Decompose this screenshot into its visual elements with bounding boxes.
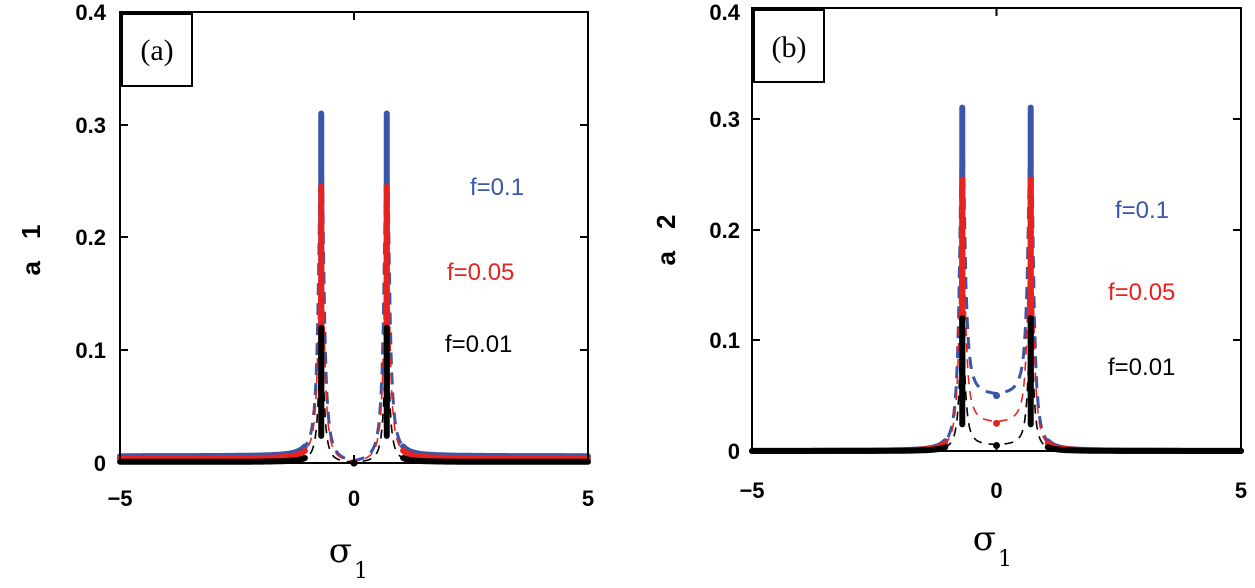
stable-branch-line	[400, 455, 591, 465]
xtick-label: −5	[739, 478, 764, 503]
panel-label-box-b	[753, 9, 825, 83]
panel-label-a: (a)	[140, 34, 173, 67]
xtick-label: 5	[1235, 478, 1247, 503]
legend-label-f01: f=0.1	[470, 174, 524, 201]
series-f=0.01	[749, 315, 1244, 454]
legend-label-f005: f=0.05	[447, 259, 514, 286]
ytick-label: 0.1	[709, 328, 740, 353]
stable-branch-line	[400, 447, 591, 462]
xtick-label: 0	[990, 478, 1002, 503]
series-f=0.05	[117, 183, 591, 467]
stable-branch-line	[117, 447, 308, 462]
xlabel-main: σ	[973, 519, 996, 559]
ytick-label: 0.2	[75, 225, 106, 250]
ytick-label: 0.2	[709, 218, 740, 243]
ytick-label: 0.4	[709, 0, 740, 25]
ytick-label: 0.3	[709, 107, 740, 132]
xlabel-subscript: 1	[998, 547, 1012, 572]
ytick-label: 0.1	[75, 338, 106, 363]
stable-branch-line	[117, 455, 308, 465]
xlabel-subscript: 1	[354, 559, 368, 584]
legend-label-f005: f=0.05	[1108, 279, 1175, 306]
series-f=0.01	[117, 324, 591, 467]
unstable-branch-line	[120, 113, 588, 463]
series-f=0.1	[117, 110, 591, 467]
ylabel-subscript: 1	[16, 225, 46, 239]
legend-label-f001: f=0.01	[445, 331, 512, 358]
legend-label-f01: f=0.1	[1115, 197, 1169, 224]
xtick-label: 5	[582, 486, 594, 511]
center-point	[993, 419, 1000, 427]
ylabel-subscript: 2	[651, 215, 681, 229]
panel-b: 0 0.1 0.2 0.3 0.4 −5 0 5 (b) a 2 σ 1 f=0…	[651, 0, 1247, 572]
legend-label-f001: f=0.01	[1108, 354, 1175, 381]
panel-label-b: (b)	[772, 31, 807, 64]
xlabel-main: σ	[329, 531, 352, 571]
panel-label-box-a	[121, 13, 193, 87]
xtick-label: −5	[107, 486, 132, 511]
ylabel-main: a	[651, 250, 681, 265]
y-axis-label-b: a 2	[651, 215, 681, 266]
ytick-label: 0.4	[75, 0, 106, 25]
ytick-label: 0	[94, 451, 106, 476]
unstable-branch-line	[752, 318, 1241, 452]
xtick-label: 0	[348, 486, 360, 511]
center-point	[993, 392, 1000, 400]
unstable-branch-line	[120, 186, 588, 462]
ytick-label: 0	[728, 439, 740, 464]
plot-frame-b	[751, 7, 1242, 452]
unstable-branch-line	[120, 327, 588, 463]
ytick-label: 0.3	[75, 113, 106, 138]
y-axis-label-a: a 1	[16, 225, 46, 276]
panel-a: 0 0.1 0.2 0.3 0.4 −5 0 5 (a) a 1 σ 1 f=0…	[16, 0, 594, 584]
ylabel-main: a	[16, 260, 46, 275]
